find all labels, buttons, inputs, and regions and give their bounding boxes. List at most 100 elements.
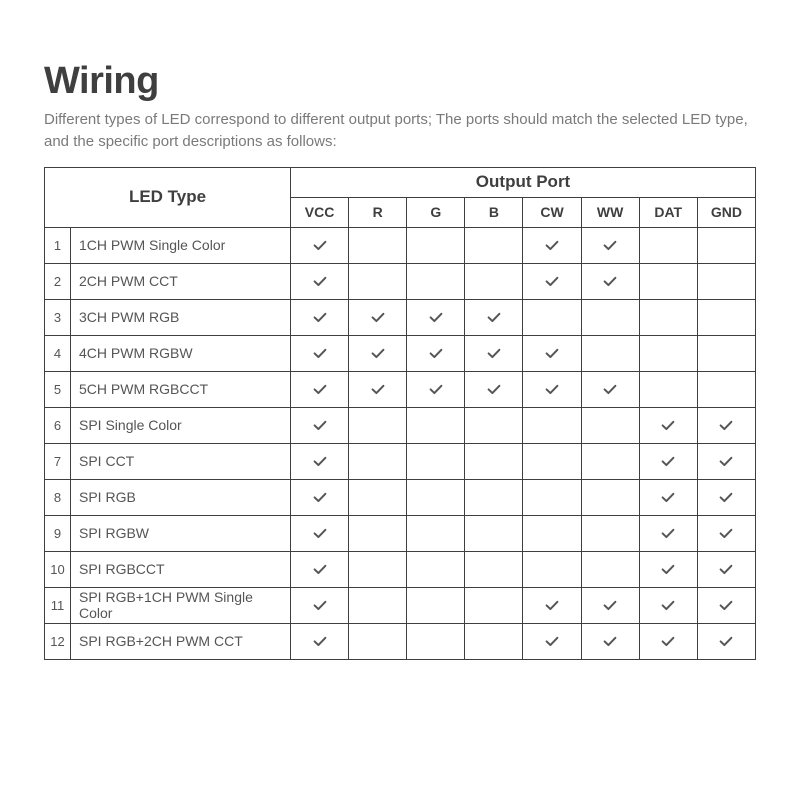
- check-icon: [601, 632, 619, 650]
- page-title: Wiring: [44, 60, 756, 103]
- port-cell: [639, 587, 697, 623]
- port-cell: [523, 263, 581, 299]
- port-cell: [407, 515, 465, 551]
- table-row: 12SPI RGB+2CH PWM CCT: [45, 623, 756, 659]
- check-icon: [717, 488, 735, 506]
- port-cell: [697, 227, 755, 263]
- port-cell: [523, 551, 581, 587]
- port-cell: [639, 515, 697, 551]
- table-row: 7SPI CCT: [45, 443, 756, 479]
- check-icon: [485, 380, 503, 398]
- port-cell: [465, 227, 523, 263]
- check-icon: [369, 308, 387, 326]
- check-icon: [601, 236, 619, 254]
- check-icon: [543, 596, 561, 614]
- port-cell: [581, 335, 639, 371]
- port-cell: [639, 443, 697, 479]
- port-header: WW: [581, 197, 639, 227]
- check-icon: [311, 380, 329, 398]
- row-number: 11: [45, 587, 71, 623]
- port-cell: [291, 587, 349, 623]
- check-icon: [717, 416, 735, 434]
- table-row: 22CH PWM CCT: [45, 263, 756, 299]
- port-cell: [407, 479, 465, 515]
- port-cell: [407, 587, 465, 623]
- port-cell: [523, 371, 581, 407]
- port-cell: [581, 299, 639, 335]
- row-number: 6: [45, 407, 71, 443]
- row-number: 4: [45, 335, 71, 371]
- port-cell: [523, 407, 581, 443]
- check-icon: [717, 560, 735, 578]
- port-cell: [349, 227, 407, 263]
- check-icon: [311, 596, 329, 614]
- check-icon: [427, 380, 445, 398]
- check-icon: [543, 380, 561, 398]
- port-cell: [697, 371, 755, 407]
- port-cell: [407, 263, 465, 299]
- check-icon: [717, 452, 735, 470]
- port-cell: [349, 263, 407, 299]
- port-cell: [639, 551, 697, 587]
- led-type-name: 4CH PWM RGBW: [71, 335, 291, 371]
- check-icon: [311, 416, 329, 434]
- port-cell: [697, 263, 755, 299]
- check-icon: [717, 524, 735, 542]
- port-cell: [291, 551, 349, 587]
- check-icon: [311, 488, 329, 506]
- port-cell: [697, 515, 755, 551]
- port-cell: [523, 587, 581, 623]
- check-icon: [485, 344, 503, 362]
- port-cell: [639, 335, 697, 371]
- table-row: 6SPI Single Color: [45, 407, 756, 443]
- row-number: 1: [45, 227, 71, 263]
- table-row: 11SPI RGB+1CH PWM Single Color: [45, 587, 756, 623]
- port-cell: [465, 407, 523, 443]
- check-icon: [601, 380, 619, 398]
- check-icon: [543, 344, 561, 362]
- port-cell: [697, 587, 755, 623]
- table-body: 11CH PWM Single Color22CH PWM CCT33CH PW…: [45, 227, 756, 659]
- port-cell: [349, 623, 407, 659]
- port-cell: [407, 551, 465, 587]
- check-icon: [369, 380, 387, 398]
- port-header: VCC: [291, 197, 349, 227]
- check-icon: [659, 596, 677, 614]
- port-cell: [639, 227, 697, 263]
- port-cell: [291, 227, 349, 263]
- port-cell: [523, 335, 581, 371]
- port-cell: [581, 443, 639, 479]
- output-port-header: Output Port: [291, 167, 756, 197]
- row-number: 12: [45, 623, 71, 659]
- check-icon: [601, 596, 619, 614]
- table-row: 10SPI RGBCCT: [45, 551, 756, 587]
- check-icon: [543, 272, 561, 290]
- port-cell: [465, 623, 523, 659]
- row-number: 9: [45, 515, 71, 551]
- check-icon: [311, 524, 329, 542]
- check-icon: [659, 488, 677, 506]
- port-cell: [465, 335, 523, 371]
- check-icon: [311, 272, 329, 290]
- port-cell: [349, 335, 407, 371]
- table-row: 55CH PWM RGBCCT: [45, 371, 756, 407]
- led-type-name: 2CH PWM CCT: [71, 263, 291, 299]
- table-head: LED Type Output Port VCC R G B CW WW DAT…: [45, 167, 756, 227]
- page-subtitle: Different types of LED correspond to dif…: [44, 109, 756, 153]
- check-icon: [543, 236, 561, 254]
- port-header: R: [349, 197, 407, 227]
- led-type-name: 5CH PWM RGBCCT: [71, 371, 291, 407]
- wiring-table: LED Type Output Port VCC R G B CW WW DAT…: [44, 167, 756, 660]
- check-icon: [659, 416, 677, 434]
- port-cell: [407, 407, 465, 443]
- port-cell: [291, 623, 349, 659]
- port-cell: [465, 551, 523, 587]
- page: Wiring Different types of LED correspond…: [0, 0, 800, 700]
- port-cell: [581, 587, 639, 623]
- table-row: 11CH PWM Single Color: [45, 227, 756, 263]
- port-cell: [349, 587, 407, 623]
- check-icon: [659, 452, 677, 470]
- port-cell: [349, 407, 407, 443]
- port-cell: [523, 443, 581, 479]
- port-cell: [581, 227, 639, 263]
